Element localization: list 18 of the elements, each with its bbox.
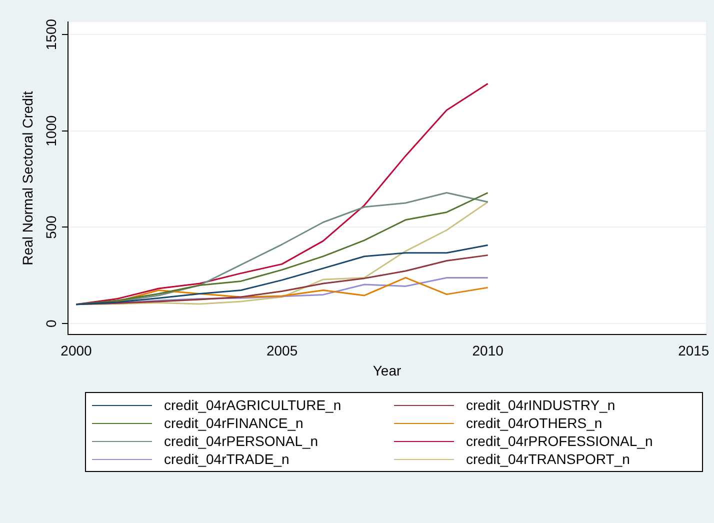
legend-label: credit_04rTRADE_n xyxy=(164,451,290,467)
x-tick-label: 2000 xyxy=(60,342,92,359)
legend-label: credit_04rPROFESSIONAL_n xyxy=(466,433,653,449)
y-tick-label: 500 xyxy=(42,215,59,239)
x-tick-label: 2005 xyxy=(266,342,298,359)
legend-label: credit_04rAGRICULTURE_n xyxy=(164,397,342,413)
legend-label: credit_04rINDUSTRY_n xyxy=(466,397,616,413)
y-axis-title: Real Normal Sectoral Credit xyxy=(19,90,36,266)
x-axis-title: Year xyxy=(372,362,402,378)
legend-label: credit_04rTRANSPORT_n xyxy=(466,451,630,467)
x-tick-label: 2010 xyxy=(472,342,504,359)
legend-label: credit_04rPERSONAL_n xyxy=(164,433,318,449)
legend-label: credit_04rFINANCE_n xyxy=(164,415,304,431)
y-tick-label: 0 xyxy=(42,320,59,328)
y-tick-label: 1000 xyxy=(42,115,59,146)
x-tick-label: 2015 xyxy=(678,342,710,359)
legend-label: credit_04rOTHERS_n xyxy=(466,415,602,431)
y-tick-label: 1500 xyxy=(42,18,59,50)
